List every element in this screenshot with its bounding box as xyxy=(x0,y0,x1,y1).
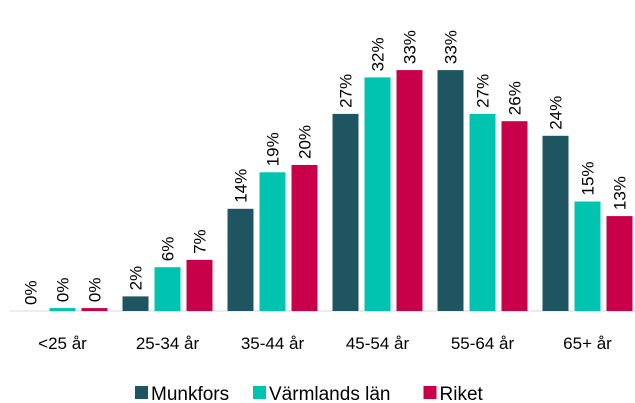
bar xyxy=(81,308,108,311)
data-label: 7% xyxy=(191,229,210,254)
legend: Munkfors Värmlands län Riket xyxy=(135,384,484,403)
x-tick-label: 45-54 år xyxy=(346,334,410,353)
legend-swatch xyxy=(253,386,266,399)
legend-swatch xyxy=(423,386,437,399)
bar xyxy=(574,201,601,311)
bar xyxy=(501,121,528,311)
legend-label: Riket xyxy=(440,384,484,403)
data-label: 13% xyxy=(611,176,630,210)
data-label: 0% xyxy=(54,278,73,303)
data-label: 0% xyxy=(22,280,41,305)
bar xyxy=(332,113,359,312)
data-label: 32% xyxy=(369,37,388,71)
data-label: 0% xyxy=(86,278,105,303)
data-label: 26% xyxy=(506,81,525,115)
data-label: 27% xyxy=(474,74,493,108)
bar xyxy=(227,208,254,311)
x-tick-label: 25-34 år xyxy=(136,334,200,353)
bar xyxy=(259,172,286,311)
x-tick-label: 65+ år xyxy=(563,334,612,353)
data-label: 2% xyxy=(127,266,146,291)
data-label: 33% xyxy=(401,30,420,64)
bar xyxy=(469,113,496,312)
legend-swatch xyxy=(135,386,148,399)
data-label: 15% xyxy=(579,161,598,195)
bar xyxy=(396,70,423,311)
bar xyxy=(186,259,213,311)
data-label: 27% xyxy=(337,74,356,108)
legend-label: Värmlands län xyxy=(269,384,390,403)
legend-label: Munkfors xyxy=(151,384,229,403)
data-label: 33% xyxy=(442,30,461,64)
bar xyxy=(606,216,633,311)
x-tick-label: 55-64 år xyxy=(451,334,515,353)
x-tick-label: 35-44 år xyxy=(241,334,305,353)
data-label: 24% xyxy=(547,96,566,130)
bar xyxy=(49,308,76,311)
bar xyxy=(542,135,569,311)
data-label: 14% xyxy=(232,169,251,203)
bar xyxy=(364,77,391,312)
bar xyxy=(437,70,464,311)
bar xyxy=(122,296,149,311)
bar xyxy=(154,267,181,311)
data-label: 19% xyxy=(264,132,283,166)
bar xyxy=(291,165,318,311)
x-tick-label: <25 år xyxy=(38,334,87,353)
data-label: 6% xyxy=(159,237,178,262)
data-label: 20% xyxy=(296,125,315,159)
